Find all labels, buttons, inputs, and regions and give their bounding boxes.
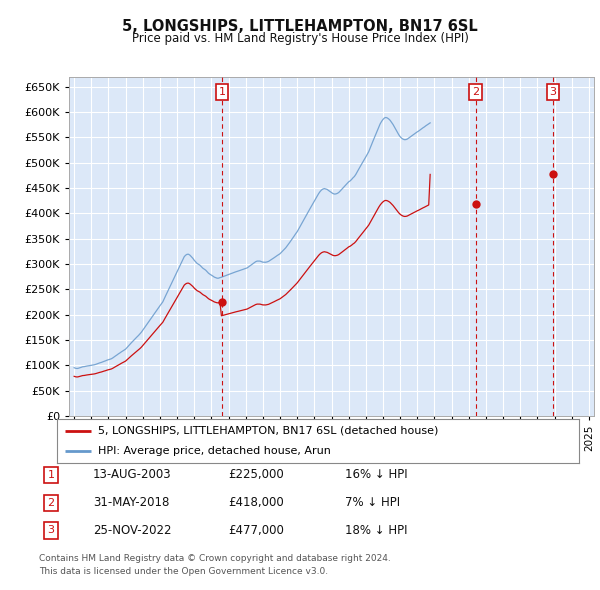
Text: 2: 2 xyxy=(472,87,479,97)
Text: HPI: Average price, detached house, Arun: HPI: Average price, detached house, Arun xyxy=(98,446,331,456)
Text: 7% ↓ HPI: 7% ↓ HPI xyxy=(345,496,400,509)
Text: 3: 3 xyxy=(550,87,556,97)
Text: 18% ↓ HPI: 18% ↓ HPI xyxy=(345,524,407,537)
Text: 2: 2 xyxy=(47,498,55,507)
Text: 3: 3 xyxy=(47,526,55,535)
Text: 13-AUG-2003: 13-AUG-2003 xyxy=(93,468,172,481)
Text: 1: 1 xyxy=(47,470,55,480)
Text: Price paid vs. HM Land Registry's House Price Index (HPI): Price paid vs. HM Land Registry's House … xyxy=(131,32,469,45)
Text: 1: 1 xyxy=(218,87,226,97)
Text: £477,000: £477,000 xyxy=(228,524,284,537)
Text: This data is licensed under the Open Government Licence v3.0.: This data is licensed under the Open Gov… xyxy=(39,566,328,576)
Text: £418,000: £418,000 xyxy=(228,496,284,509)
Text: 16% ↓ HPI: 16% ↓ HPI xyxy=(345,468,407,481)
Text: Contains HM Land Registry data © Crown copyright and database right 2024.: Contains HM Land Registry data © Crown c… xyxy=(39,553,391,563)
Text: 31-MAY-2018: 31-MAY-2018 xyxy=(93,496,169,509)
Text: 5, LONGSHIPS, LITTLEHAMPTON, BN17 6SL: 5, LONGSHIPS, LITTLEHAMPTON, BN17 6SL xyxy=(122,19,478,34)
Text: 25-NOV-2022: 25-NOV-2022 xyxy=(93,524,172,537)
Text: 5, LONGSHIPS, LITTLEHAMPTON, BN17 6SL (detached house): 5, LONGSHIPS, LITTLEHAMPTON, BN17 6SL (d… xyxy=(98,426,438,436)
Text: £225,000: £225,000 xyxy=(228,468,284,481)
